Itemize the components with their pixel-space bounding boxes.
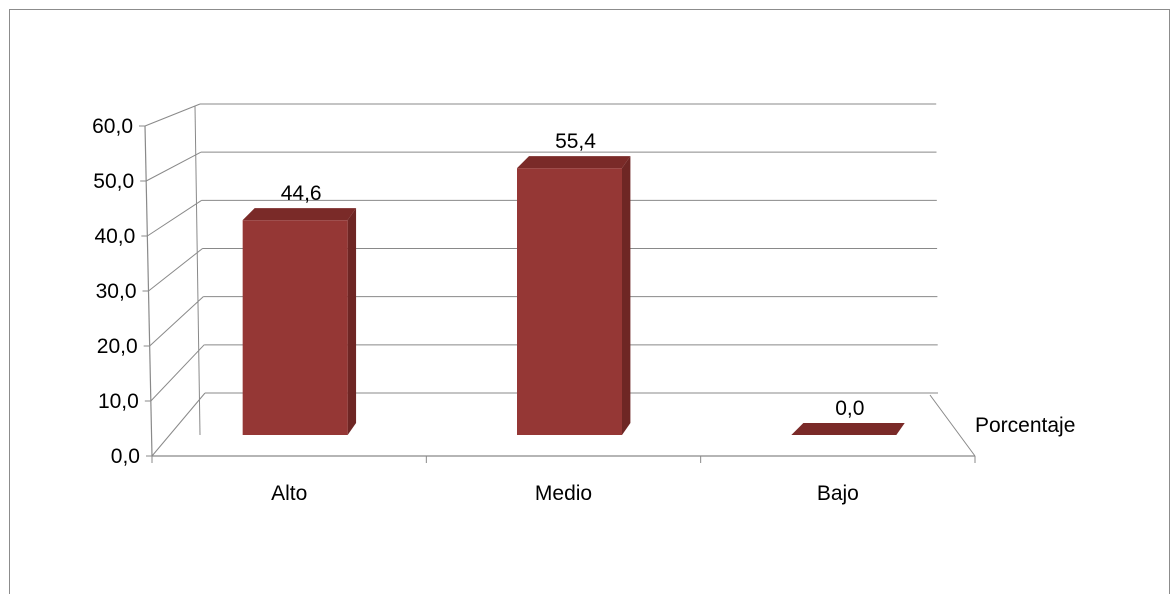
y-tick-label: 30,0 [96, 280, 137, 303]
bars: 44,6 55,4 0,0 [242, 130, 905, 435]
y-tick-label: 10,0 [98, 390, 139, 413]
y-tick-label: 40,0 [94, 225, 135, 248]
y-axis: 0,0 10,0 20,0 30,0 40,0 50,0 60,0 [92, 115, 152, 468]
x-axis: Alto Medio Bajo [151, 456, 976, 505]
data-label: 0,0 [835, 397, 864, 420]
bar-alto: 44,6 [242, 182, 357, 435]
gridline-diagonal [151, 392, 206, 457]
gridline-diagonal [150, 344, 205, 402]
gridline-diagonal [147, 199, 202, 237]
floor-right-edge [929, 394, 976, 457]
bar-medio: 55,4 [517, 130, 631, 435]
y-tick-label: 0,0 [111, 445, 140, 468]
x-tick-label: Medio [535, 482, 592, 505]
y-tick-label: 20,0 [97, 335, 138, 358]
bar-top [791, 423, 905, 435]
gridline-diagonal [148, 248, 203, 292]
data-label: 55,4 [555, 130, 596, 153]
legend-series-label: Porcentaje [975, 414, 1075, 437]
x-tick-label: Alto [271, 482, 307, 505]
gridline-diagonal [145, 151, 202, 182]
bar-bajo: 0,0 [791, 397, 905, 435]
y-tick-label: 50,0 [93, 170, 134, 193]
y-tick-label: 60,0 [92, 115, 133, 138]
bar-side [347, 208, 357, 435]
gridline-diagonal [144, 103, 201, 127]
bar [517, 168, 622, 435]
bar-top [242, 208, 357, 221]
x-tick-label: Bajo [817, 482, 859, 505]
bar-top [517, 156, 631, 169]
back-wall-edge [194, 105, 201, 436]
gridline-diagonal [149, 296, 204, 347]
bar [242, 220, 348, 435]
data-label: 44,6 [281, 182, 322, 205]
bar-side [622, 156, 631, 435]
